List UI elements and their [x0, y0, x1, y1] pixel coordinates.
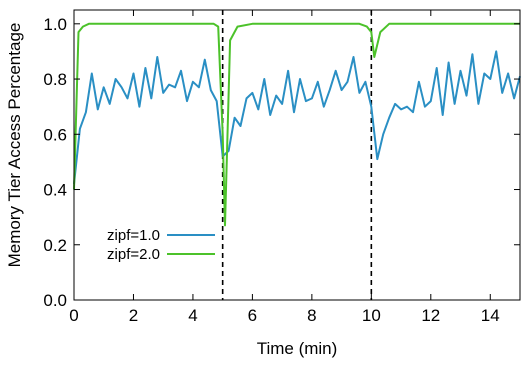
x-tick-label: 2 [129, 306, 138, 325]
y-tick-label: 1.0 [43, 15, 67, 34]
x-tick-label: 4 [188, 306, 197, 325]
series-line-2 [73, 22, 520, 227]
legend-label: zipf=1.0 [107, 227, 160, 244]
y-tick-label: 0.6 [43, 125, 67, 144]
series-lines [73, 22, 521, 227]
plot-frame [73, 9, 521, 301]
vertical-marker-lines [221, 10, 373, 300]
y-tick-label: 0.4 [43, 181, 67, 200]
x-axis-ticks: 0 2 4 6 8 10 12 14 [69, 10, 500, 325]
x-tick-label: 12 [421, 306, 440, 325]
x-tick-label: 8 [307, 306, 316, 325]
y-axis-ticks: 0.0 0.2 0.4 0.6 0.8 1.0 [43, 15, 520, 310]
y-tick-label: 0.0 [43, 291, 67, 310]
x-tick-label: 10 [362, 306, 381, 325]
y-axis-label: Memory Tier Access Percentage [5, 23, 24, 268]
y-tick-label: 0.2 [43, 236, 67, 255]
y-tick-label: 0.8 [43, 70, 67, 89]
x-tick-label: 6 [248, 306, 257, 325]
legend-label: zipf=2.0 [107, 246, 160, 263]
series-line-1 [73, 50, 521, 185]
x-tick-label: 14 [481, 306, 500, 325]
x-axis-label: Time (min) [257, 339, 338, 358]
legend: zipf=1.0 zipf=2.0 [107, 227, 215, 263]
x-tick-label: 0 [69, 306, 78, 325]
